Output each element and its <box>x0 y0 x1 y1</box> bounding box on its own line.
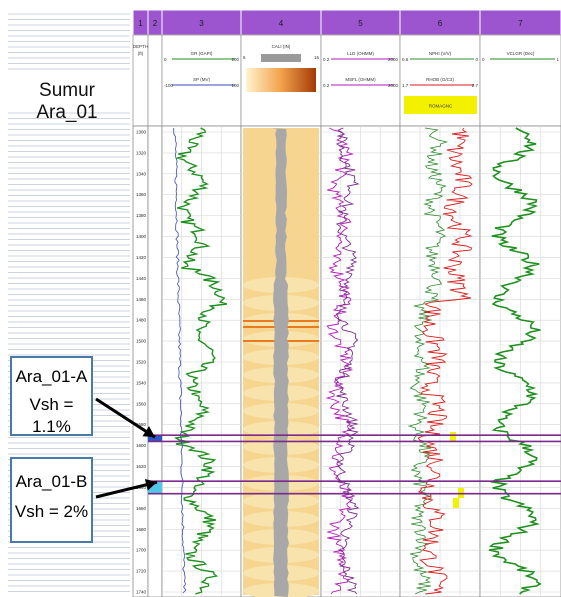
curve-scale-max: 1 <box>556 57 559 62</box>
depth-tick-label: 1320 <box>136 150 147 155</box>
lld-curve <box>325 127 354 595</box>
curve-scale-max: 2000 <box>388 57 399 62</box>
depth-tick-label: 1740 <box>136 590 147 595</box>
column-number-label: 1 <box>138 19 143 28</box>
depth-tick-label: 1600 <box>136 443 147 448</box>
column-number-label: 6 <box>438 19 443 28</box>
curve-scale-max: 0 <box>475 57 478 62</box>
column-number-label: 5 <box>358 19 363 28</box>
depth-tick-label: 1480 <box>136 318 147 323</box>
lithology-badge-label: ROMAGNC <box>429 104 453 109</box>
column-number-label: 2 <box>153 19 158 28</box>
callout-arrows <box>95 397 158 499</box>
curve-name: MSFL (OHMM) <box>345 77 376 82</box>
column-number-label: 7 <box>518 19 523 28</box>
column-number-label: 3 <box>199 19 204 28</box>
zone-a-name: Ara_01-A <box>15 367 88 386</box>
depth-tick-label: 1660 <box>136 506 147 511</box>
column-number-band: 1 2 3 4 5 6 7 <box>132 9 561 36</box>
curve-scale-min: 1.7 <box>402 83 409 88</box>
depth-tick-label: 1460 <box>136 297 147 302</box>
track-header-box <box>479 34 561 127</box>
track-header-box <box>161 34 242 127</box>
curve-scale-max: 200 <box>231 57 239 62</box>
depth-tick-label: 1720 <box>136 569 147 574</box>
sp-curve <box>173 128 187 594</box>
nphi-curve <box>407 127 449 595</box>
curve-name: LLD (OHMM) <box>347 51 374 56</box>
depth-tick-label: 1420 <box>136 255 147 260</box>
msfl-curve <box>334 127 360 595</box>
depth-tick-label: 1620 <box>136 464 147 469</box>
zone-a-arrow <box>95 397 156 439</box>
depth-tick-label: 1400 <box>136 234 147 239</box>
zone-markers <box>148 434 561 495</box>
cali-core <box>272 128 289 597</box>
zone-b-callout: Ara_01-B Vsh = 2% <box>10 457 93 543</box>
curve-scale-min: 0.2 <box>323 83 330 88</box>
column-number-cell <box>479 9 561 36</box>
depth-tick-label: 1380 <box>136 213 147 218</box>
curve-scale-min: -100 <box>164 83 174 88</box>
zone-indicator <box>148 435 162 442</box>
title-backdrop <box>8 70 130 112</box>
curve-scale-max: 100 <box>231 83 239 88</box>
curve-name: RHOB (G/C3) <box>426 77 454 82</box>
curve-scale-min: 0.2 <box>323 57 330 62</box>
depth-tick-label: 1680 <box>136 527 147 532</box>
depth-tick-label: 1580 <box>136 422 147 427</box>
lithology-badge <box>404 96 477 114</box>
curve-scale-min: 6 <box>243 55 246 60</box>
zone-b-arrow-head <box>144 478 157 491</box>
column-number-label: 4 <box>279 19 284 28</box>
depth-tick-label: 1560 <box>136 401 147 406</box>
curve-name: SP (MV) <box>193 77 210 82</box>
zone-a-arrow-head <box>142 426 155 438</box>
curve-name: VCLGR (Dec) <box>507 51 535 56</box>
well-name-title: Sumur Ara_01 <box>36 80 98 123</box>
cali-core-swatch <box>261 54 301 62</box>
depth-unit: (ft) <box>138 51 144 56</box>
curve-scale-min: 0 <box>164 57 167 62</box>
depth-tick-label: 1300 <box>136 130 147 135</box>
curve-name: CALI (IN) <box>272 44 291 49</box>
track-body <box>147 125 163 597</box>
curve-scale-max: 16 <box>314 55 320 60</box>
track-header-box <box>320 34 401 127</box>
zone-a-vsh: Vsh = 1.1% <box>29 395 74 436</box>
depth-tick-label: 1500 <box>136 339 147 344</box>
rhob-curve <box>417 127 473 595</box>
depth-tick-label: 1540 <box>136 380 147 385</box>
crossover-fill <box>453 498 459 508</box>
depth-tick-label: 1520 <box>136 360 147 365</box>
gr-curve <box>173 127 228 595</box>
curve-scale-max: 2000 <box>388 83 399 88</box>
log-curves <box>173 127 542 597</box>
depth-header: DEPTH <box>133 44 148 49</box>
depth-tick-label: 1360 <box>136 192 147 197</box>
curve-name: NPHI (V/V) <box>429 51 452 56</box>
depth-tick-label: 1340 <box>136 171 147 176</box>
depth-tick-label: 1440 <box>136 276 147 281</box>
column-number-cell <box>240 9 322 36</box>
curve-scale-max: 2.7 <box>472 83 479 88</box>
zone-a-callout: Ara_01-A Vsh = 1.1% <box>10 356 93 436</box>
curve-scale-min: 0.6 <box>402 57 409 62</box>
zone-b-vsh: Vsh = 2% <box>14 502 89 521</box>
vclgr-curve <box>488 127 542 595</box>
curve-scale-min: 0 <box>482 57 485 62</box>
depth-tick-label: 1700 <box>136 548 147 553</box>
crossover-fill <box>450 432 456 442</box>
track-header-box <box>147 34 163 127</box>
zone-b-name: Ara_01-B <box>15 472 88 491</box>
curve-name: GR (GAPI) <box>191 51 213 56</box>
cali-gradient-swatch <box>246 68 316 92</box>
log-tracks: 1300 1320 1340 1360 1380 1400 1420 1440 1460 1480… <box>132 125 561 597</box>
